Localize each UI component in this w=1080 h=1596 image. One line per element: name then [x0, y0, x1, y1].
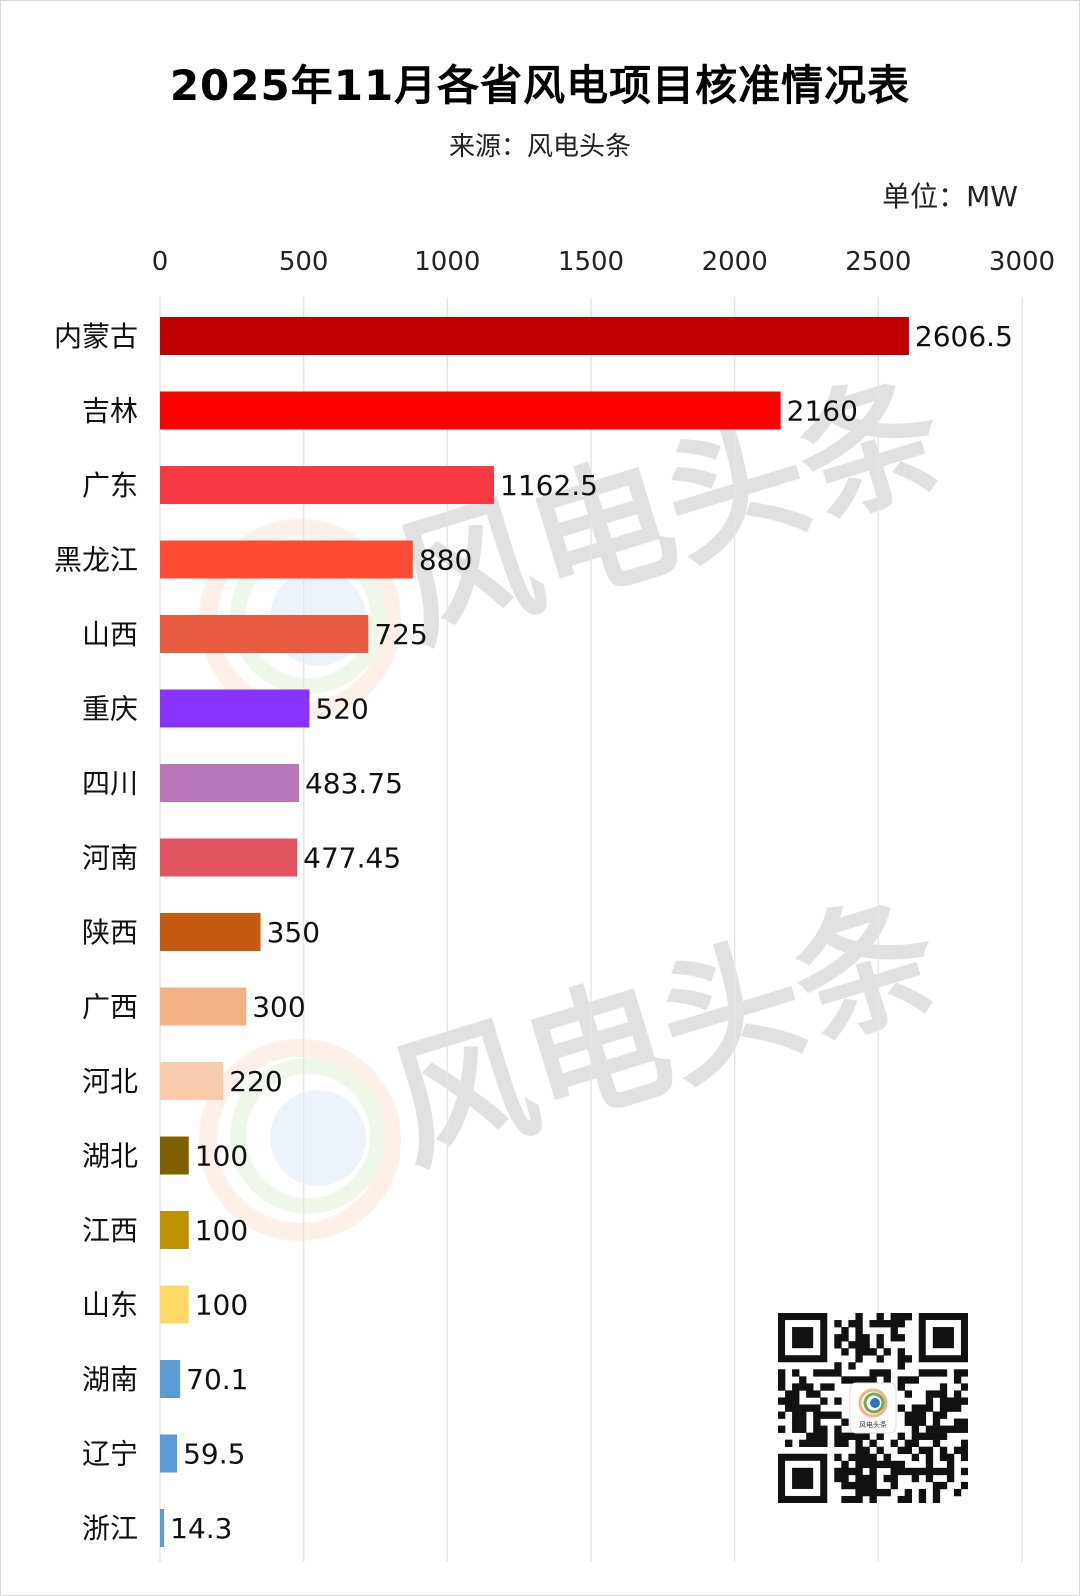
- category-label: 河北: [82, 1065, 138, 1098]
- value-label: 520: [315, 693, 368, 726]
- qr-logo-text: 风电头条: [859, 1420, 887, 1429]
- category-label: 吉林: [82, 395, 138, 428]
- bar: [160, 1285, 189, 1324]
- value-label: 1162.5: [500, 469, 598, 502]
- x-tick-label: 3000: [989, 247, 1055, 277]
- x-tick-label: 1500: [558, 247, 624, 277]
- bar: [160, 466, 495, 504]
- value-label: 350: [267, 916, 320, 949]
- value-label: 300: [252, 991, 305, 1024]
- qr-code: 风电头条: [778, 1313, 968, 1503]
- category-label: 内蒙古: [54, 320, 138, 353]
- value-label: 100: [195, 1214, 248, 1247]
- x-tick-label: 2500: [845, 247, 911, 277]
- category-label: 辽宁: [82, 1438, 138, 1471]
- bar: [160, 913, 261, 951]
- watermark-text: 风电头条: [373, 873, 956, 1193]
- category-label: 陕西: [82, 916, 138, 949]
- category-label: 广东: [82, 469, 138, 502]
- x-tick-label: 0: [152, 247, 169, 277]
- bar: [160, 1062, 224, 1100]
- category-label: 四川: [82, 767, 138, 800]
- value-label: 725: [374, 618, 427, 651]
- qr-finder: [778, 1313, 828, 1363]
- x-tick-label: 1000: [414, 247, 480, 277]
- bar: [160, 1434, 178, 1473]
- chart-title: 2025年11月各省风电项目核准情况表: [169, 61, 911, 110]
- watermark-logo: [199, 1039, 401, 1241]
- value-label: 220: [229, 1065, 282, 1098]
- unit-label: 单位：MW: [882, 180, 1018, 213]
- value-labels: 2606.5 2160 1162.5 880 725 520 483.75 477.45 350…: [170, 320, 1013, 1545]
- category-label: 湖南: [82, 1363, 138, 1396]
- qr-finder: [778, 1453, 828, 1503]
- value-label: 483.75: [305, 767, 403, 800]
- value-label: 2160: [787, 395, 858, 428]
- bars: [160, 317, 909, 1547]
- value-label: 70.1: [186, 1363, 248, 1396]
- chart-source: 来源：风电头条: [448, 132, 631, 162]
- bar: [160, 838, 298, 877]
- value-label: 2606.5: [915, 320, 1013, 353]
- bar: [160, 1509, 165, 1547]
- value-label: 100: [195, 1289, 248, 1322]
- category-label: 黑龙江: [54, 544, 138, 577]
- x-tick-label: 2000: [702, 247, 768, 277]
- bar: [160, 1136, 189, 1175]
- x-axis-ticks: 0 500 1000 1500 2000 2500 3000: [152, 247, 1055, 277]
- bar: [160, 689, 310, 728]
- value-label: 14.3: [170, 1512, 232, 1545]
- value-label: 59.5: [183, 1438, 245, 1471]
- bar: [160, 615, 369, 653]
- category-label: 广西: [82, 991, 138, 1024]
- category-label: 河南: [82, 842, 138, 875]
- bar: [160, 391, 781, 430]
- value-label: 477.45: [303, 842, 401, 875]
- qr-center-logo: 风电头条: [849, 1382, 897, 1434]
- category-label: 山东: [82, 1289, 138, 1322]
- category-label: 重庆: [82, 693, 138, 726]
- category-label: 山西: [82, 618, 138, 651]
- qr-finder: [918, 1313, 968, 1363]
- bar: [160, 764, 299, 802]
- bar: [160, 1211, 189, 1249]
- value-label: 880: [419, 544, 472, 577]
- bar: [160, 540, 413, 579]
- x-tick-label: 500: [279, 247, 329, 277]
- category-label: 浙江: [82, 1512, 138, 1545]
- category-label: 江西: [82, 1214, 138, 1247]
- category-label: 湖北: [82, 1140, 138, 1173]
- value-label: 100: [195, 1140, 248, 1173]
- bar: [160, 317, 909, 355]
- bar: [160, 987, 247, 1026]
- bar: [160, 1360, 181, 1398]
